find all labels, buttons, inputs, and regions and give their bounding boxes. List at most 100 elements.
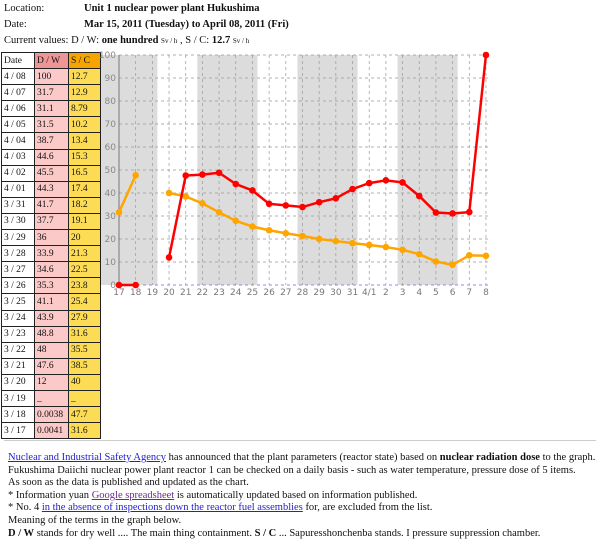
sc-cell: 47.7 xyxy=(69,407,101,423)
y-tick-label: 20 xyxy=(105,235,117,245)
data-point xyxy=(449,261,456,268)
date-cell: 4 / 05 xyxy=(2,117,35,133)
x-tick-label: 7 xyxy=(466,288,472,298)
y-tick-label: 10 xyxy=(105,258,117,268)
data-point xyxy=(399,247,406,254)
note-text: * No. 4 xyxy=(8,502,42,513)
data-point xyxy=(116,209,123,216)
x-tick-label: 3 xyxy=(400,288,406,298)
note-text: has announced that the plant parameters … xyxy=(166,452,440,463)
sc-cell: 38.5 xyxy=(69,358,101,374)
y-tick-label: 60 xyxy=(105,143,117,153)
note-text: Meaning of the terms in the graph below. xyxy=(8,515,600,528)
data-point xyxy=(466,252,473,259)
x-tick-label: 22 xyxy=(197,288,208,298)
dw-cell: 34.6 xyxy=(35,262,69,278)
location-line: Location:Unit 1 nuclear power plant Huku… xyxy=(4,3,260,14)
dw-cell: 37.7 xyxy=(35,213,69,229)
data-point xyxy=(366,242,373,249)
x-tick-label: 31 xyxy=(347,288,358,298)
x-tick-label: 5 xyxy=(433,288,439,298)
dw-cell: _ xyxy=(35,390,69,406)
x-tick-label: 4/1 xyxy=(362,288,376,298)
dw-cell: 41.7 xyxy=(35,197,69,213)
data-point xyxy=(166,254,173,261)
sc-cell: 40 xyxy=(69,374,101,390)
x-tick-label: 6 xyxy=(450,288,456,298)
note-bold: nuclear radiation dose xyxy=(440,452,540,463)
date-cell: 3 / 23 xyxy=(2,326,35,342)
data-point xyxy=(299,204,306,211)
date-line: Date:Mar 15, 2011 (Tuesday) to April 08,… xyxy=(4,19,289,30)
dw-cell: 31.5 xyxy=(35,117,69,133)
x-tick-label: 2 xyxy=(383,288,389,298)
x-tick-label: 30 xyxy=(330,288,342,298)
data-point xyxy=(316,236,323,243)
x-tick-label: 24 xyxy=(230,288,242,298)
x-tick-label: 25 xyxy=(247,288,258,298)
sc-cell: 31.6 xyxy=(69,423,101,439)
dw-cell: 48 xyxy=(35,342,69,358)
sc-cell: 27.9 xyxy=(69,310,101,326)
dw-cell: 41.1 xyxy=(35,294,69,310)
note-bold: D / W xyxy=(8,528,34,539)
note-bold: S / C xyxy=(255,528,277,539)
x-tick-label: 20 xyxy=(163,288,175,298)
x-tick-label: 4 xyxy=(416,288,422,298)
table-row: 3 / 19__ xyxy=(2,390,101,406)
date-cell: 3 / 28 xyxy=(2,246,35,262)
fuel-assemblies-link[interactable]: in the absence of inspections down the r… xyxy=(42,502,303,513)
date-cell: 4 / 04 xyxy=(2,133,35,149)
dw-cell: 35.3 xyxy=(35,278,69,294)
date-cell: 3 / 31 xyxy=(2,197,35,213)
google-spreadsheet-link[interactable]: Google spreadsheet xyxy=(92,490,175,501)
y-tick-label: 40 xyxy=(105,189,117,199)
date-cell: 4 / 08 xyxy=(2,69,35,85)
date-value: Mar 15, 2011 (Tuesday) to April 08, 2011… xyxy=(84,19,289,30)
y-tick-label: 50 xyxy=(105,166,117,176)
x-tick-label: 26 xyxy=(263,288,275,298)
date-cell: 3 / 18 xyxy=(2,407,35,423)
dw-cell: 47.6 xyxy=(35,358,69,374)
data-point xyxy=(182,193,189,200)
unit: Sv / h xyxy=(233,37,249,45)
date-cell: 4 / 02 xyxy=(2,165,35,181)
data-point xyxy=(299,233,306,240)
data-point xyxy=(416,193,423,200)
date-cell: 3 / 20 xyxy=(2,374,35,390)
data-point xyxy=(249,187,256,194)
note-text: ... Sapuresshonchenba stands. I pressure… xyxy=(276,528,540,539)
data-point xyxy=(366,180,373,187)
date-cell: 4 / 06 xyxy=(2,101,35,117)
dw-cell: 48.8 xyxy=(35,326,69,342)
date-cell: 3 / 30 xyxy=(2,213,35,229)
unit: Sv / h xyxy=(161,37,177,45)
nisa-link[interactable]: Nuclear and Industrial Safety Agency xyxy=(8,452,166,463)
data-point xyxy=(166,190,173,197)
x-tick-label: 21 xyxy=(180,288,191,298)
date-cell: 3 / 22 xyxy=(2,342,35,358)
x-tick-label: 28 xyxy=(297,288,309,298)
divider xyxy=(4,440,596,441)
sc-cell: 35.5 xyxy=(69,342,101,358)
data-point xyxy=(266,227,273,234)
dw-cell: 44.3 xyxy=(35,181,69,197)
data-point xyxy=(399,179,406,186)
note-text: is automatically updated based on inform… xyxy=(174,490,417,501)
dw-cell: 36 xyxy=(35,230,69,246)
date-cell: 3 / 24 xyxy=(2,310,35,326)
sc-cell: 31.6 xyxy=(69,326,101,342)
x-tick-label: 17 xyxy=(113,288,124,298)
